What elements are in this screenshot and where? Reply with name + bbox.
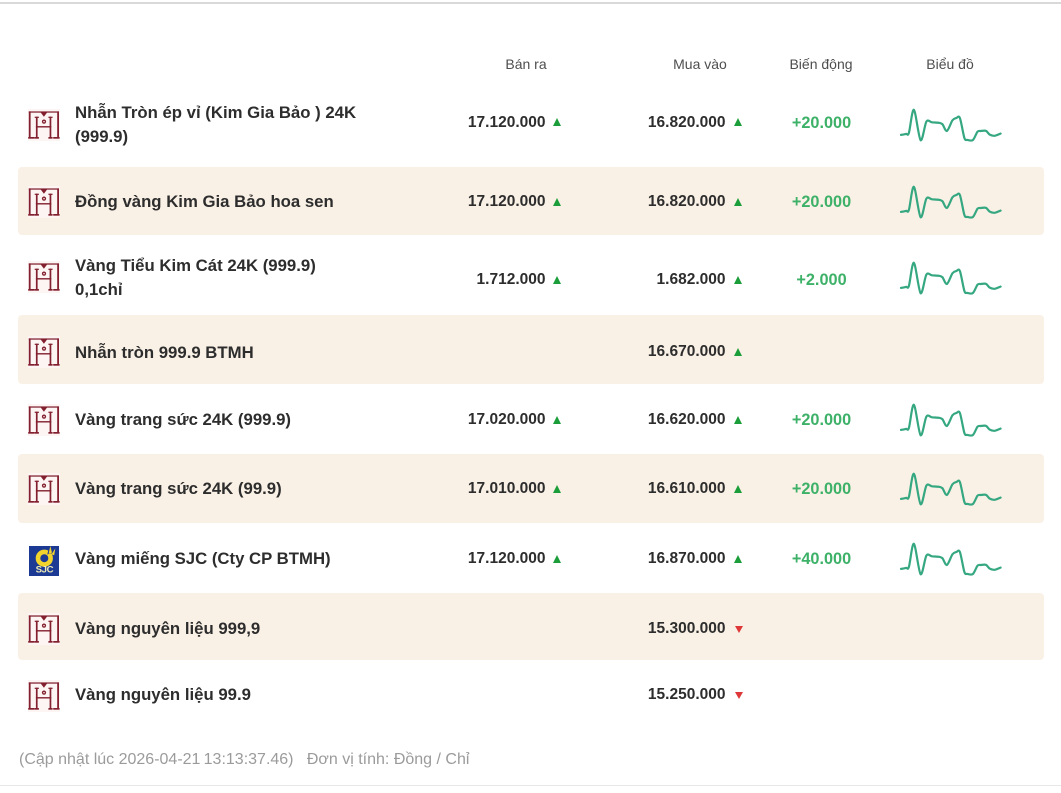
svg-text:SJC: SJC — [36, 565, 54, 576]
